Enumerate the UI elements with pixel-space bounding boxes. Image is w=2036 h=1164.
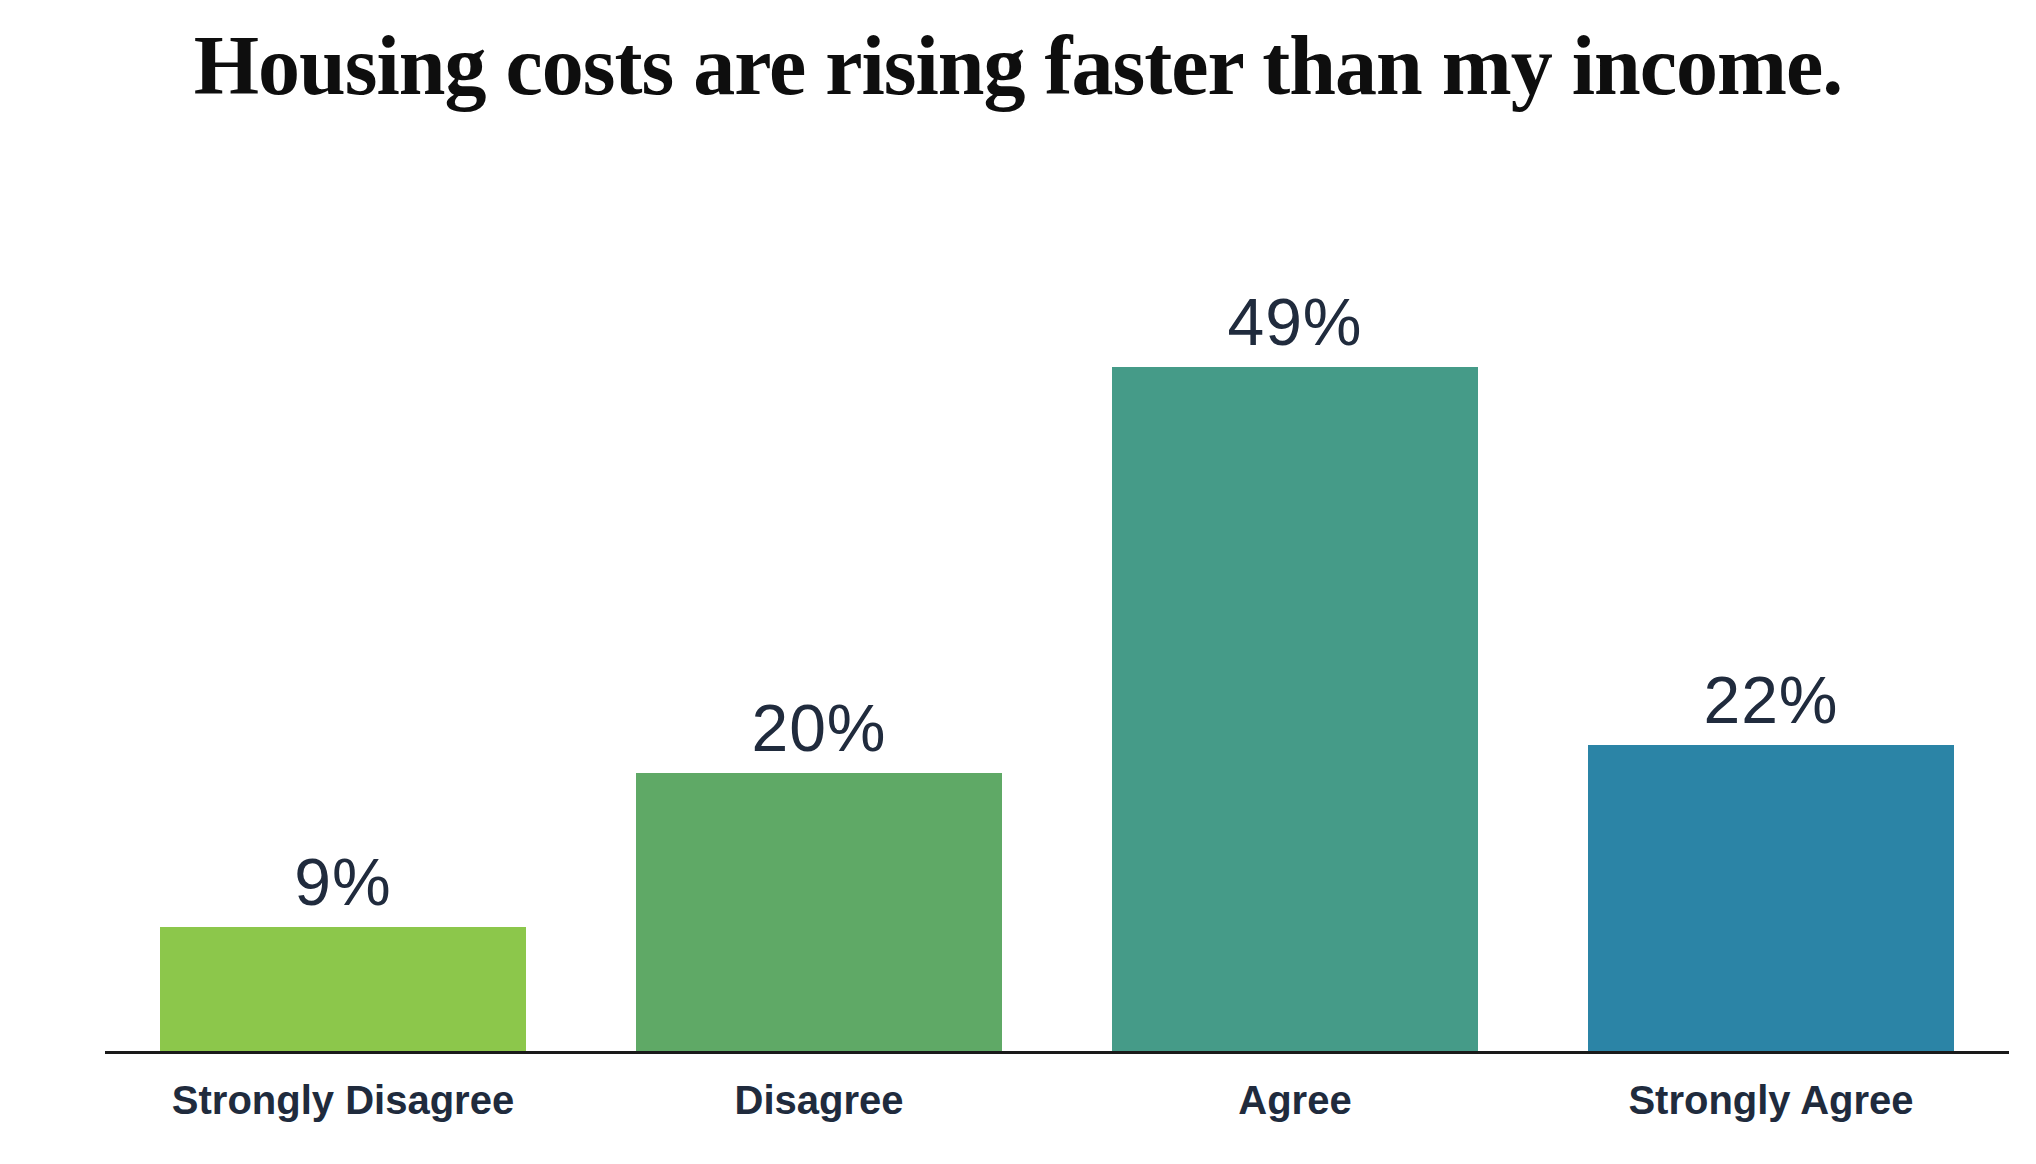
x-axis-labels-row: Strongly DisagreeDisagreeAgreeStrongly A…	[105, 1080, 2009, 1120]
bar-value-label-agree: 49%	[1227, 286, 1362, 359]
bar-column-strongly-disagree: 9%	[105, 846, 581, 1053]
bar-strongly-agree	[1588, 745, 1954, 1053]
bar-chart: Housing costs are rising faster than my …	[0, 0, 2036, 1164]
x-axis-label-strongly-disagree: Strongly Disagree	[105, 1080, 581, 1120]
bar-value-label-strongly-agree: 22%	[1703, 664, 1838, 737]
bar-column-agree: 49%	[1057, 286, 1533, 1053]
bar-agree	[1112, 367, 1478, 1053]
bar-value-label-strongly-disagree: 9%	[294, 846, 391, 919]
plot-area: 9% 20% 49% 22% Strongly DisagreeDisagreeAgr…	[105, 0, 2009, 1164]
bar-strongly-disagree	[160, 927, 526, 1053]
bars-container: 9% 20% 49% 22%	[105, 286, 2009, 1053]
x-axis-label-disagree: Disagree	[581, 1080, 1057, 1120]
x-axis-label-strongly-agree: Strongly Agree	[1533, 1080, 2009, 1120]
bar-column-disagree: 20%	[581, 692, 1057, 1053]
bar-column-strongly-agree: 22%	[1533, 664, 2009, 1053]
bar-disagree	[636, 773, 1002, 1053]
bar-value-label-disagree: 20%	[751, 692, 886, 765]
x-axis-label-agree: Agree	[1057, 1080, 1533, 1120]
x-axis-line	[105, 1051, 2009, 1054]
